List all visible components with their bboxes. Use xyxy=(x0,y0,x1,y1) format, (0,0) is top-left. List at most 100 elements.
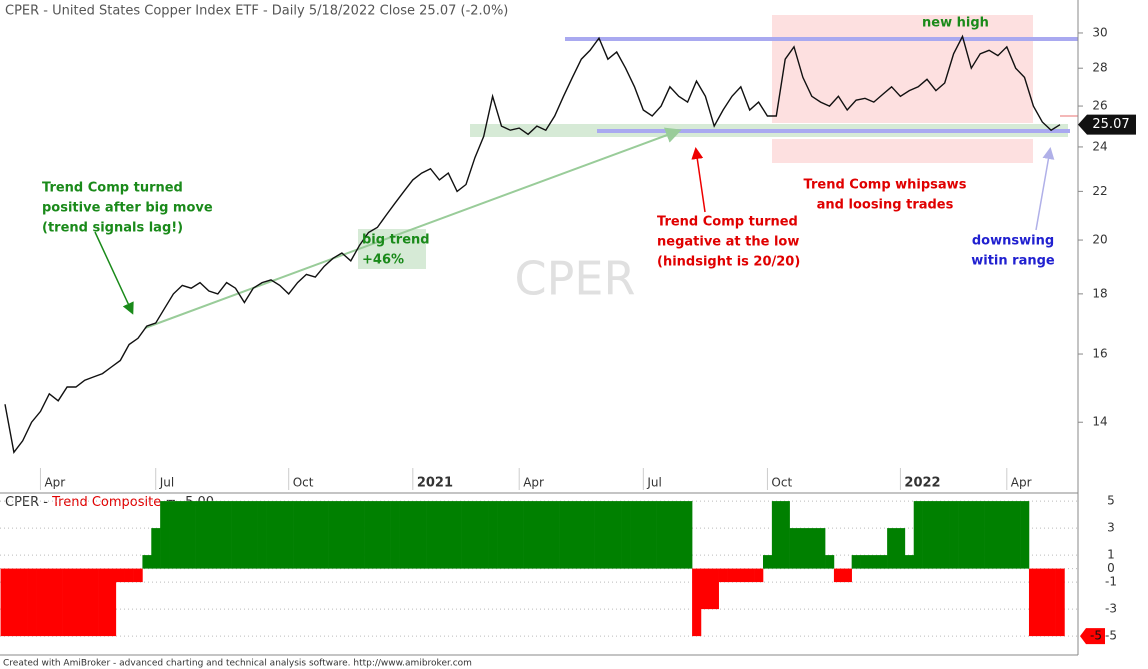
bar xyxy=(53,568,63,637)
bar xyxy=(904,555,915,569)
bar xyxy=(195,501,205,569)
bar xyxy=(1046,568,1056,637)
bar xyxy=(1055,568,1065,637)
bar xyxy=(807,528,817,569)
annotation: new high xyxy=(922,16,989,31)
bar xyxy=(310,501,321,569)
x-tick-label: Apr xyxy=(1011,476,1032,490)
range-zone xyxy=(772,15,1033,123)
bar xyxy=(771,501,782,569)
bar xyxy=(479,501,489,569)
bar xyxy=(736,568,746,583)
bar xyxy=(541,501,551,569)
bar xyxy=(665,501,675,569)
bar xyxy=(284,501,294,569)
bar xyxy=(0,568,10,637)
x-tick-label: Oct xyxy=(293,476,314,490)
bar xyxy=(417,501,427,569)
bar xyxy=(452,501,462,569)
bar xyxy=(337,501,347,569)
bar xyxy=(700,568,711,610)
bar xyxy=(80,568,90,637)
bar xyxy=(727,568,737,583)
annotation: Trend Comp whipsaws xyxy=(804,178,967,193)
bar xyxy=(630,501,640,569)
annotation: negative at the low xyxy=(657,235,799,250)
bar xyxy=(399,501,409,569)
y-tick-label: 14 xyxy=(1092,415,1107,429)
bar xyxy=(328,501,338,569)
bar xyxy=(301,501,312,569)
watermark: CPER xyxy=(515,252,636,306)
bar xyxy=(789,528,799,569)
bar xyxy=(124,568,134,583)
y-tick-label: -5 xyxy=(1105,629,1117,643)
y-tick-label: 0 xyxy=(1107,561,1115,575)
bar xyxy=(248,501,258,569)
bar xyxy=(612,501,622,569)
bar xyxy=(231,501,241,569)
bar xyxy=(89,568,99,637)
annotation: positive after big move xyxy=(42,201,213,216)
bar xyxy=(594,501,604,569)
bar xyxy=(692,568,702,637)
bar xyxy=(878,555,888,569)
x-tick-label: Apr xyxy=(523,476,544,490)
bar xyxy=(922,501,932,569)
bar xyxy=(470,501,480,569)
bar xyxy=(1002,501,1012,569)
bar xyxy=(798,528,808,569)
bar xyxy=(895,528,906,569)
annotation: Trend Comp turned xyxy=(42,181,183,196)
value-tag xyxy=(1080,628,1105,645)
bar xyxy=(674,501,684,569)
bar xyxy=(763,555,773,569)
y-tick-label: 30 xyxy=(1092,25,1107,39)
bar xyxy=(833,568,844,583)
bar xyxy=(426,501,436,569)
annotation: (trend signals lag!) xyxy=(42,221,183,236)
annotation: +46% xyxy=(362,253,404,268)
bar xyxy=(115,568,125,583)
y-tick-label: 24 xyxy=(1092,139,1107,153)
annotation: witin range xyxy=(971,254,1055,269)
bar xyxy=(913,501,923,569)
bar xyxy=(931,501,941,569)
footer: Created with AmiBroker - advanced charti… xyxy=(3,659,472,669)
y-tick-label: 20 xyxy=(1092,233,1107,247)
bar xyxy=(656,501,666,569)
bar xyxy=(408,501,418,569)
bar xyxy=(816,528,826,569)
y-tick-label: 22 xyxy=(1092,184,1107,198)
bar xyxy=(266,501,276,569)
y-tick-label: -1 xyxy=(1105,575,1117,589)
bar xyxy=(638,501,649,569)
x-tick-label: 2022 xyxy=(904,476,940,491)
bar xyxy=(585,501,595,569)
bar xyxy=(603,501,613,569)
bar xyxy=(842,568,852,583)
y-tick-label: 1 xyxy=(1107,548,1115,562)
x-tick-label: Apr xyxy=(44,476,65,490)
price-tag xyxy=(1078,114,1136,135)
x-tick-label: 2021 xyxy=(417,476,453,491)
bar xyxy=(142,555,152,569)
bar xyxy=(204,501,214,569)
bar xyxy=(390,501,400,569)
bar xyxy=(975,501,985,569)
annotation: Trend Comp turned xyxy=(657,215,798,230)
bar xyxy=(222,501,232,569)
bar xyxy=(887,528,897,569)
bar xyxy=(559,501,569,569)
bar xyxy=(523,501,533,569)
y-tick-label: 28 xyxy=(1092,61,1107,75)
bar xyxy=(346,501,356,569)
panel-title-part: Trend Composite xyxy=(51,495,161,510)
value-tag-label: -5 xyxy=(1090,629,1102,643)
bar xyxy=(381,501,391,569)
bar xyxy=(319,501,329,569)
bar xyxy=(505,501,516,569)
bar xyxy=(443,501,454,569)
bar xyxy=(1011,501,1021,569)
x-tick-label: Oct xyxy=(771,476,792,490)
